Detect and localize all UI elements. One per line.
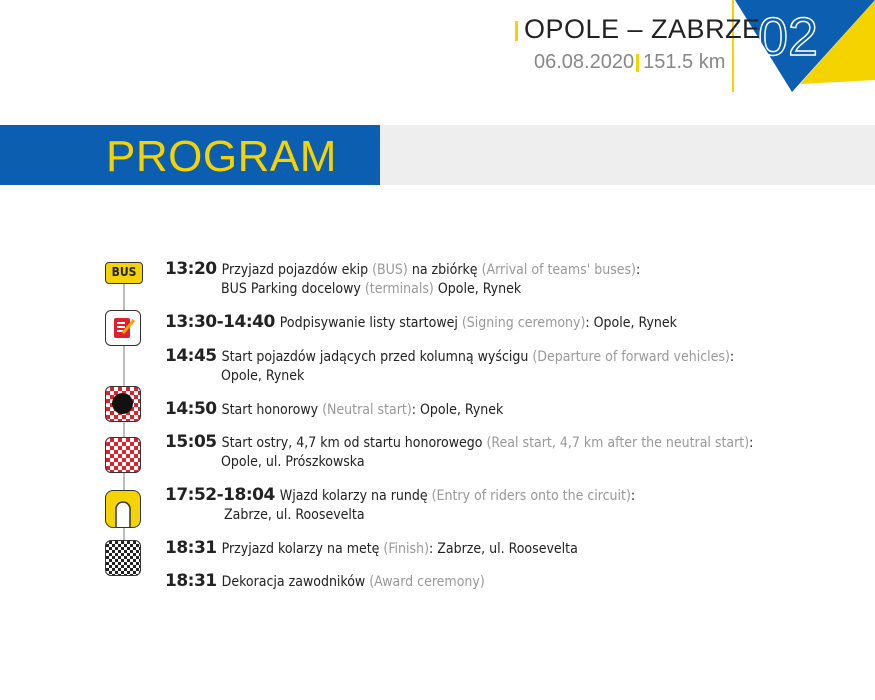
item-text-en: (Real start, 4,7 km after the neutral st… xyxy=(486,435,750,451)
item-time: 13:30-14:40 xyxy=(165,312,275,332)
item-time: 18:31 xyxy=(165,538,217,558)
item-text: : xyxy=(729,349,735,365)
item-location: Zabrze, ul. Roosevelta xyxy=(224,507,365,523)
yellow-triangle xyxy=(800,0,875,84)
signing-sheet-icon xyxy=(105,310,141,346)
stage-corner-graphic xyxy=(732,0,875,92)
section-band-gray xyxy=(380,125,875,185)
blue-triangle xyxy=(735,0,875,92)
item-text-pl: Podpisywanie listy startowej xyxy=(279,315,458,331)
schedule-item: 13:30-14:40 Podpisywanie listy startowej … xyxy=(165,313,677,333)
schedule-item: 14:45 Start pojazdów jadących przed kolum… xyxy=(165,347,734,386)
yellow-divider xyxy=(732,0,734,92)
timeline-line xyxy=(123,280,125,565)
item-time: 13:20 xyxy=(165,259,217,279)
item-time: 15:05 xyxy=(165,432,217,452)
item-location: Opole, Rynek xyxy=(221,368,305,384)
item-time: 17:52-18:04 xyxy=(165,485,275,505)
real-start-flag-icon xyxy=(105,437,141,473)
stage-number: 02 xyxy=(757,6,819,68)
item-text-en: (Neutral start) xyxy=(322,402,412,418)
item-text-en: (BUS) xyxy=(372,262,408,278)
item-text-en: (Signing ceremony) xyxy=(461,315,586,331)
finish-flag-icon xyxy=(105,540,141,576)
item-text-pl: Dekoracja zawodników xyxy=(221,574,366,590)
item-time: 14:50 xyxy=(165,399,217,419)
item-text-pl: Start pojazdów jadących przed kolumną wy… xyxy=(221,349,529,365)
item-line2: BUS Parking docelowy (terminals) Opole, … xyxy=(165,280,640,299)
item-text: : xyxy=(630,488,636,504)
schedule-item: 18:31 Przyjazd kolarzy na metę (Finish): … xyxy=(165,539,578,559)
item-time: 18:31 xyxy=(165,571,217,591)
route-text: OPOLE – ZABRZE xyxy=(524,14,761,44)
item-text: : xyxy=(749,435,754,451)
section-title: PROGRAM xyxy=(106,132,337,181)
item-text-en: (Departure of forward vehicles) xyxy=(532,349,730,365)
item-location: : Opole, Rynek xyxy=(585,315,677,331)
schedule-item: 17:52-18:04 Wjazd kolarzy na rundę (Entry… xyxy=(165,486,635,525)
item-text-en: (Award ceremony) xyxy=(369,574,485,590)
item-text-en: (Arrival of teams' buses) xyxy=(481,262,636,278)
item-text: : xyxy=(635,262,641,278)
item-text-pl: Przyjazd kolarzy na metę xyxy=(221,541,380,557)
item-text-pl: Wjazd kolarzy na rundę xyxy=(279,488,428,504)
item-text-pl: Start honorowy xyxy=(221,402,319,418)
route-title: OPOLE – ZABRZE xyxy=(515,14,761,45)
item-text-pl: na zbiórkę xyxy=(411,262,478,278)
stage-date: 06.08.2020 xyxy=(534,51,635,73)
item-text-en: (Finish) xyxy=(383,541,429,557)
item-text-pl: BUS Parking docelowy xyxy=(221,281,361,297)
item-text-en: (terminals) xyxy=(364,281,434,297)
schedule-item: 14:50 Start honorowy (Neutral start): Opo… xyxy=(165,400,503,420)
yellow-mark xyxy=(515,20,518,41)
item-text-en: (Entry of riders onto the circuit) xyxy=(431,488,631,504)
neutral-start-flag-icon xyxy=(105,386,141,422)
schedule-item: 15:05 Start ostry, 4,7 km od startu honor… xyxy=(165,433,753,472)
item-text-pl: Start ostry, 4,7 km od startu honorowego xyxy=(221,435,483,451)
item-location: Opole, ul. Prószkowska xyxy=(221,454,365,470)
stage-distance: 151.5 km xyxy=(643,51,726,73)
circuit-icon xyxy=(105,490,141,528)
schedule-item: 13:20 Przyjazd pojazdów ekip (BUS) na zbi… xyxy=(165,260,640,299)
item-time: 14:45 xyxy=(165,346,217,366)
bus-icon: BUS xyxy=(105,262,143,284)
schedule-item: 18:31 Dekoracja zawodników (Award ceremon… xyxy=(165,572,485,592)
item-location: : Zabrze, ul. Roosevelta xyxy=(429,541,578,557)
item-text-pl: Przyjazd pojazdów ekip xyxy=(221,262,369,278)
section-band xyxy=(0,125,380,185)
yellow-mark xyxy=(636,53,640,72)
item-location: Opole, Rynek xyxy=(437,281,522,297)
item-location: : Opole, Rynek xyxy=(411,402,504,418)
stage-info: 06.08.2020 151.5 km xyxy=(534,51,725,74)
